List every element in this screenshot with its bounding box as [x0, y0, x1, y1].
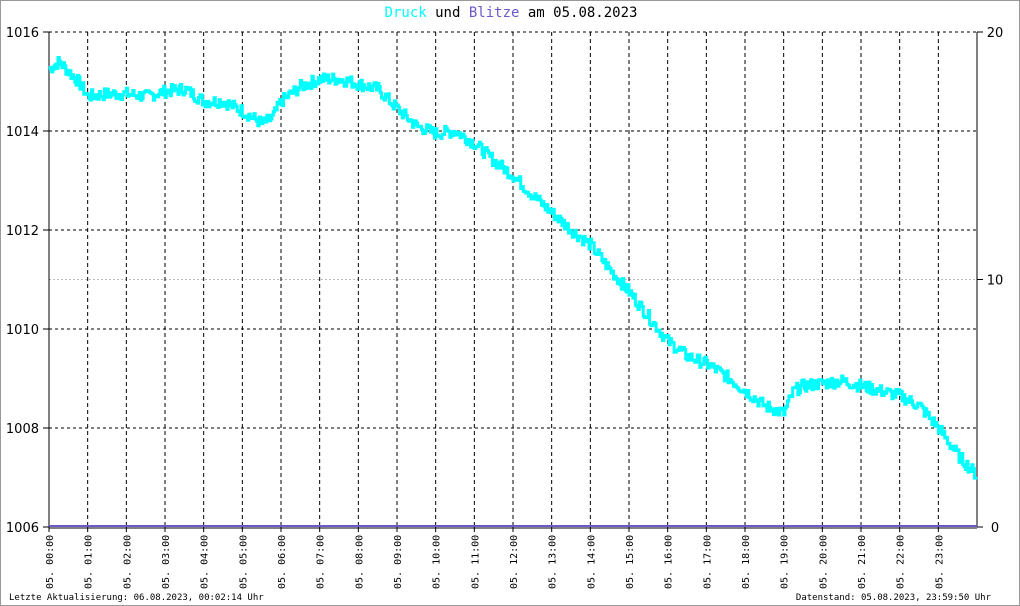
x-tick-label: 05. 21:00: [857, 535, 868, 589]
x-tick-label: 05. 10:00: [432, 535, 443, 589]
data-status-text: Datenstand: 05.08.2023, 23:59:50 Uhr: [795, 593, 991, 603]
y-right-tick-label: 0: [991, 521, 999, 536]
x-tick-label: 05. 23:00: [934, 535, 945, 589]
y-right-tick-label: 20: [987, 26, 1004, 41]
x-tick-label: 05. 22:00: [896, 535, 907, 589]
x-tick-label: 05. 14:00: [586, 535, 597, 589]
y-tick-label: 1014: [6, 125, 39, 140]
x-tick-label: 05. 00:00: [45, 535, 56, 589]
title-part: Blitze: [468, 5, 520, 21]
x-tick-label: 05. 06:00: [277, 535, 288, 589]
x-tick-label: 05. 16:00: [664, 535, 675, 589]
x-tick-label: 05. 04:00: [200, 535, 211, 589]
x-tick-label: 05. 19:00: [780, 535, 791, 589]
x-tick-label: 05. 01:00: [84, 535, 95, 589]
x-tick-label: 05. 13:00: [548, 535, 559, 589]
x-tick-label: 05. 18:00: [741, 535, 752, 589]
x-tick-label: 05. 05:00: [238, 535, 249, 589]
last-update-text: Letzte Aktualisierung: 06.08.2023, 00:02…: [9, 593, 264, 603]
x-tick-label: 05. 07:00: [316, 535, 327, 589]
title-part: und: [426, 5, 469, 21]
title-part: Druck: [384, 5, 427, 21]
y-tick-label: 1006: [6, 521, 39, 536]
x-tick-label: 05. 02:00: [122, 535, 133, 589]
x-tick-label: 05. 15:00: [625, 535, 636, 589]
y-tick-label: 1016: [6, 26, 39, 41]
x-tick-label: 05. 08:00: [354, 535, 365, 589]
x-tick-label: 05. 20:00: [818, 535, 829, 589]
x-tick-label: 05. 11:00: [470, 535, 481, 589]
y-right-tick-label: 10: [987, 274, 1004, 289]
y-tick-label: 1008: [6, 422, 39, 437]
series-druck-line: [48, 56, 978, 480]
x-tick-label: 05. 09:00: [393, 535, 404, 589]
y-tick-label: 1012: [6, 224, 39, 239]
chart-title: Druck und Blitze am 05.08.2023: [1, 5, 1019, 21]
title-part: am 05.08.2023: [519, 5, 638, 21]
x-tick-label: 05. 03:00: [161, 535, 172, 589]
x-tick-label: 05. 12:00: [509, 535, 520, 589]
y-tick-label: 1010: [6, 323, 39, 338]
x-tick-label: 05. 17:00: [702, 535, 713, 589]
